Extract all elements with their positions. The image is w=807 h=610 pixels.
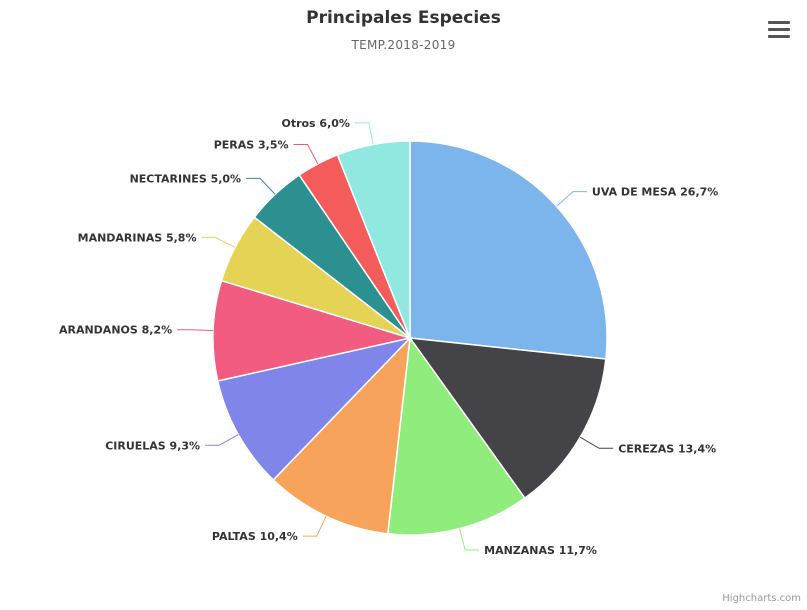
pie-slice-otros[interactable] <box>336 140 411 339</box>
connector-line <box>201 236 236 248</box>
data-label: UVA DE MESA 26,7% <box>592 186 718 199</box>
credits-link[interactable]: Highcharts.com <box>722 593 801 604</box>
pie-slice-uva-de-mesa[interactable] <box>409 140 608 360</box>
hamburger-menu-icon-bar <box>768 28 790 31</box>
context-menu-button[interactable] <box>765 18 793 42</box>
connector-line <box>556 191 587 207</box>
connector-line <box>579 436 614 449</box>
connector-line <box>177 329 214 332</box>
pie-slice-cerezas[interactable] <box>408 337 607 500</box>
data-label: NECTARINES 5,0% <box>130 172 242 185</box>
connector-line <box>205 434 239 446</box>
chart-title: Principales Especies <box>306 8 501 28</box>
data-label: PERAS 3,5% <box>214 138 289 151</box>
data-label: Otros 6,0% <box>281 117 349 130</box>
connector-line <box>354 122 374 145</box>
hamburger-menu-icon-bar <box>768 35 790 38</box>
data-label: CIRUELAS 9,3% <box>105 439 200 452</box>
pie-slice-arandanos[interactable] <box>212 279 413 382</box>
connector-line <box>459 528 480 551</box>
chart-subtitle: TEMP.2018-2019 <box>351 38 456 52</box>
data-label: MANZANAS 11,7% <box>484 544 597 557</box>
data-label: CEREZAS 13,4% <box>618 442 716 455</box>
connector-line <box>246 177 276 195</box>
hamburger-menu-icon <box>768 21 790 24</box>
pie-slice-paltas[interactable] <box>272 335 411 535</box>
connector-line <box>302 516 327 537</box>
data-label: ARANDANOS 8,2% <box>59 324 172 337</box>
data-label: PALTAS 10,4% <box>212 530 298 543</box>
pie-slice-manzanas[interactable] <box>386 335 526 536</box>
data-label: MANDARINAS 5,8% <box>78 231 197 244</box>
connector-line <box>293 143 319 165</box>
